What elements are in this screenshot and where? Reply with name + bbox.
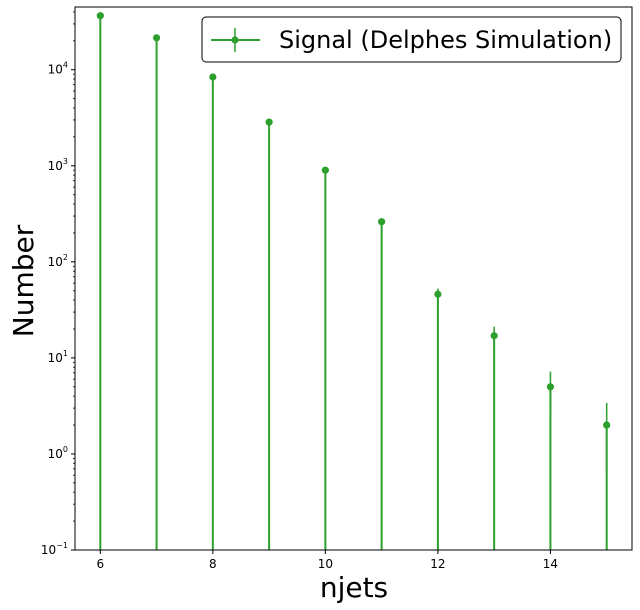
x-tick-label: 10 xyxy=(318,557,333,571)
plot-frame xyxy=(74,6,633,551)
data-point xyxy=(490,332,498,340)
legend-label: Signal (Delphes Simulation) xyxy=(279,26,612,54)
x-tick-label: 8 xyxy=(209,557,217,571)
data-point xyxy=(378,218,386,226)
axis-ticks: 6 8 10 12 14 10−1 100 101 102 103 104 xyxy=(41,11,558,571)
y-tick-label: 100 xyxy=(48,445,68,461)
data-point xyxy=(209,73,217,81)
data-point xyxy=(434,290,442,298)
legend: Signal (Delphes Simulation) xyxy=(201,16,622,63)
data-point xyxy=(152,34,161,42)
y-tick-label: 10−1 xyxy=(41,541,68,557)
y-tick-label: 103 xyxy=(48,157,68,173)
data-layer xyxy=(96,12,611,550)
data-point xyxy=(265,118,273,126)
y-axis-title: Number xyxy=(7,224,40,337)
y-tick-label: 104 xyxy=(48,61,68,77)
x-tick-label: 12 xyxy=(430,557,445,571)
data-point xyxy=(321,166,329,174)
data-point xyxy=(96,12,104,20)
legend-marker xyxy=(211,28,260,52)
x-tick-label: 6 xyxy=(96,557,104,571)
y-tick-label: 102 xyxy=(48,253,68,269)
x-tick-label: 14 xyxy=(543,557,558,571)
x-axis-title: njets xyxy=(320,571,388,604)
legend-frame xyxy=(201,16,622,63)
y-tick-label: 101 xyxy=(48,349,68,365)
data-point xyxy=(546,383,555,391)
legend-dot xyxy=(231,36,239,44)
data-point xyxy=(603,421,611,429)
